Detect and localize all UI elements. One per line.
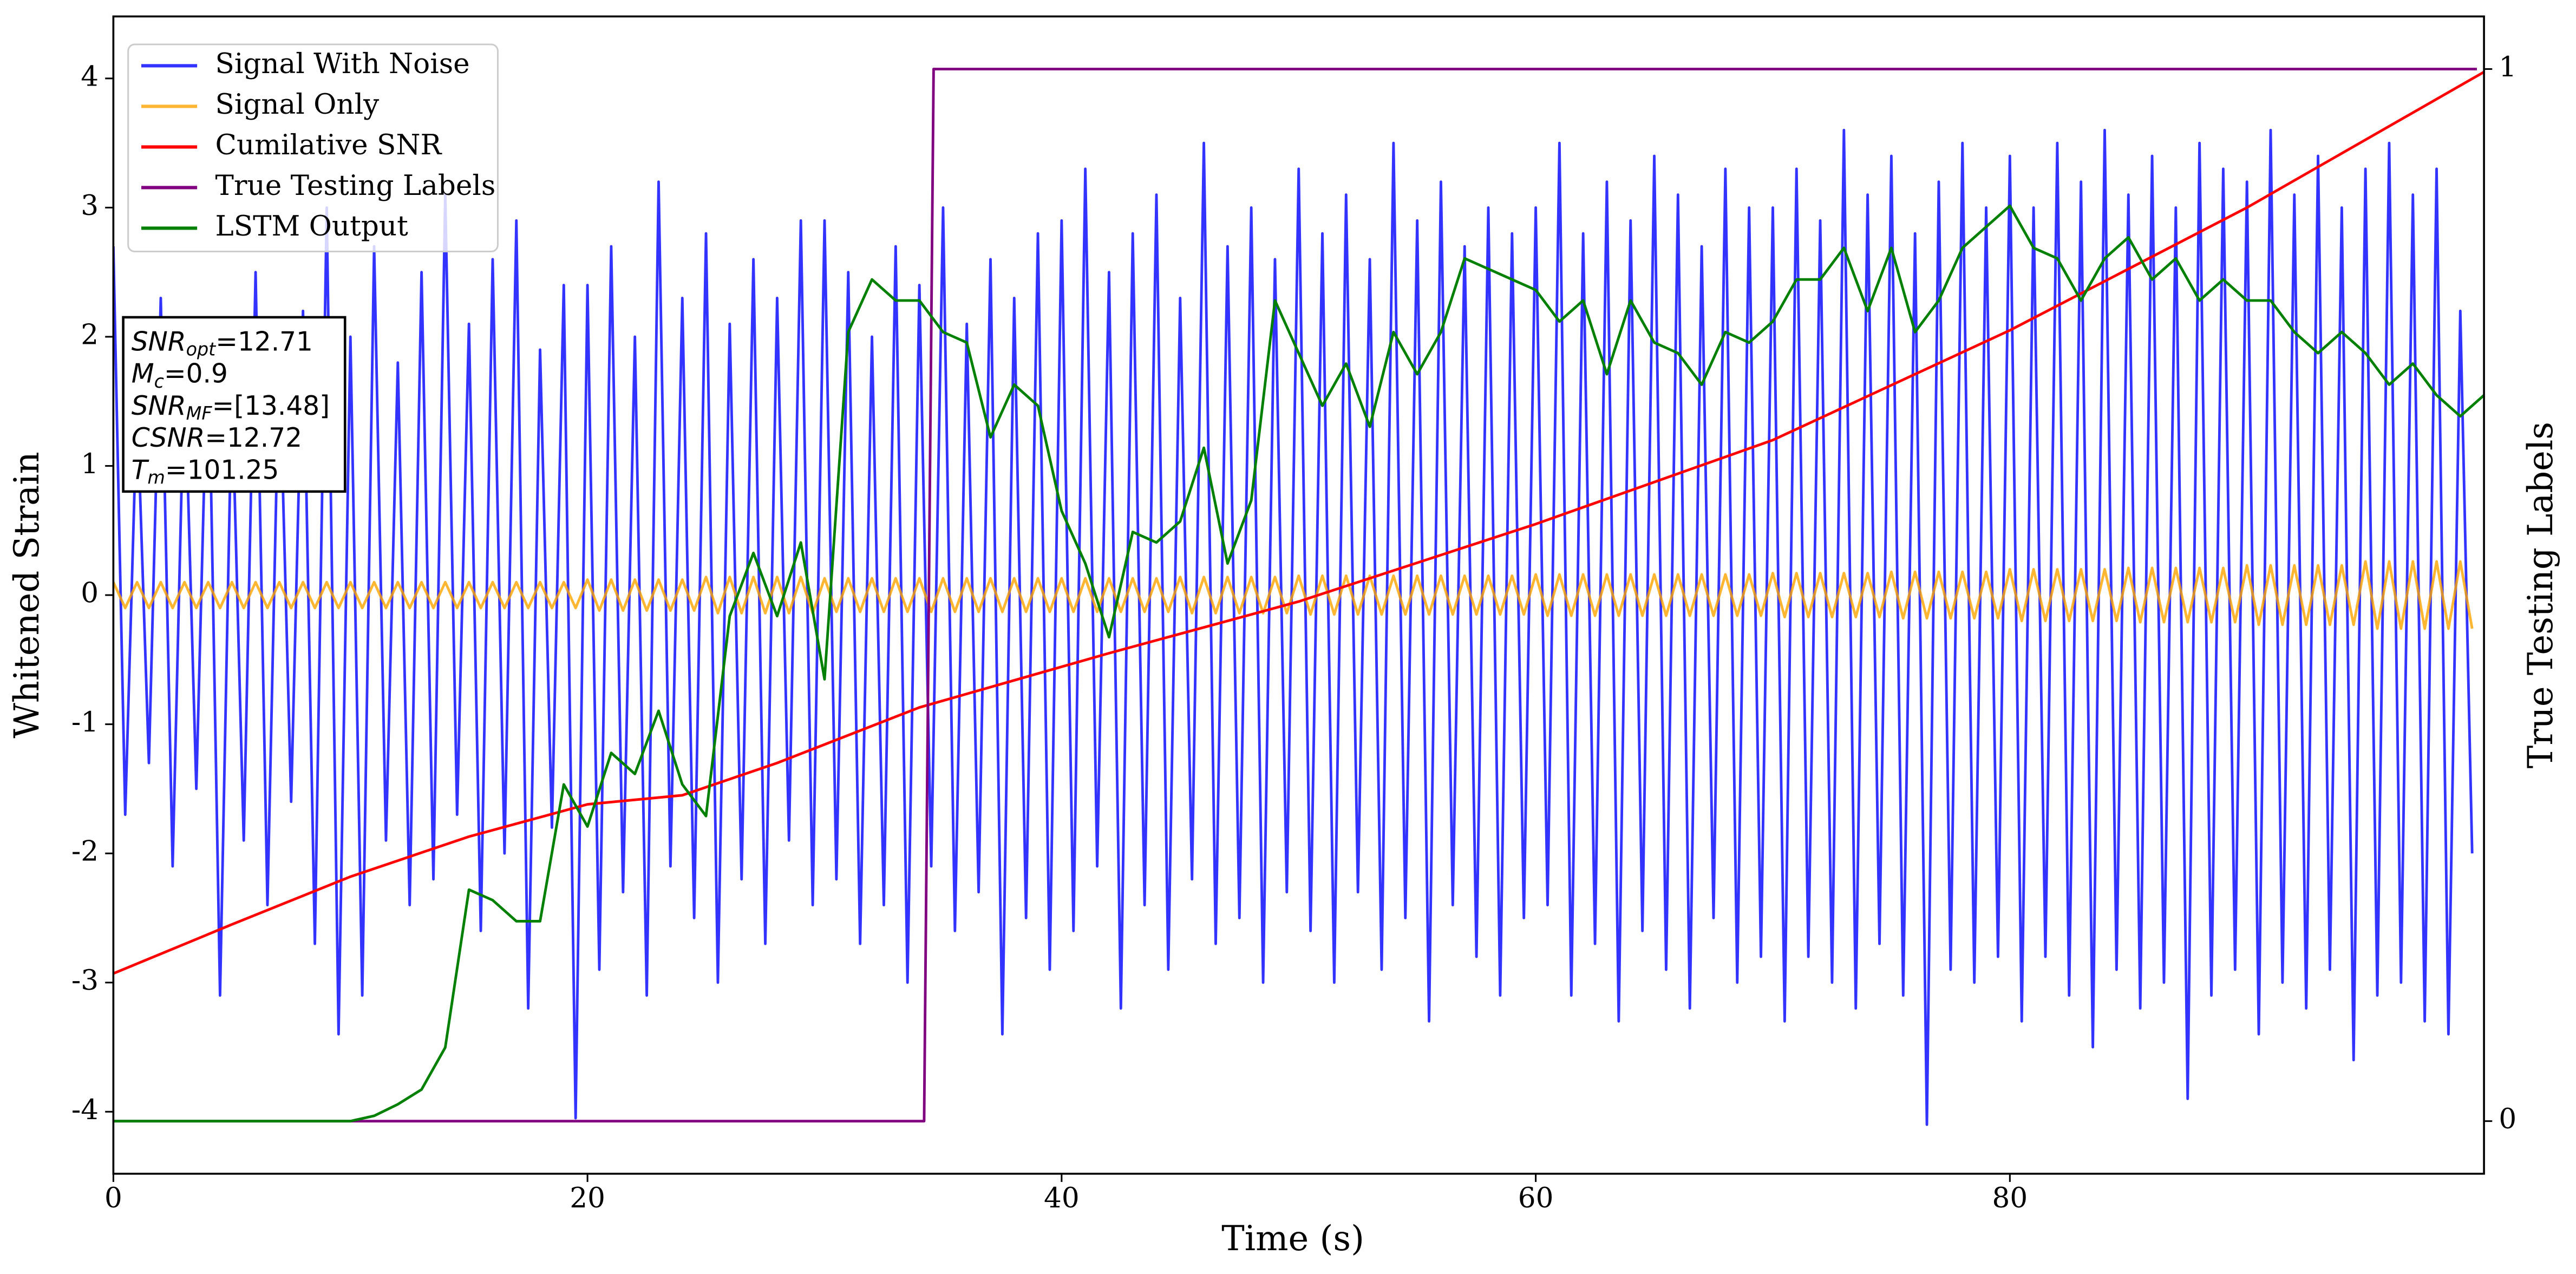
- x-tick-label: 40: [1044, 1182, 1080, 1214]
- y-tick-label: -4: [71, 1094, 99, 1126]
- y-axis-label: Whitened Strain: [7, 452, 47, 738]
- annotation-symbol: M: [132, 359, 154, 389]
- x-tick-label: 80: [1992, 1182, 2028, 1214]
- y-tick-label: -3: [71, 964, 99, 997]
- y2-axis-label: True Testing Labels: [2521, 422, 2561, 768]
- annotation-line: SNRMF=[13.48]: [132, 391, 330, 424]
- y-tick-label: 4: [81, 60, 99, 93]
- plot-area: [113, 68, 2485, 1126]
- legend-label: LSTM Output: [215, 210, 409, 243]
- y-tick-label: 3: [81, 190, 99, 222]
- annotation-subscript: c: [154, 370, 164, 391]
- annotation: SNRopt=12.71Mc=0.9SNRMF=[13.48]CSNR=12.7…: [122, 316, 346, 493]
- y-tick-label: 0: [81, 577, 99, 610]
- annotation-value: =0.9: [164, 359, 228, 389]
- legend: Signal With Noise Signal Only Cumilative S…: [127, 43, 499, 253]
- annotation-subscript: m: [147, 467, 165, 488]
- annotation-value: =101.25: [165, 455, 279, 485]
- x-tick-label: 60: [1518, 1182, 1554, 1214]
- legend-label: True Testing Labels: [215, 169, 496, 202]
- annotation-value: =12.71: [215, 327, 313, 357]
- legend-label: Cumilative SNR: [215, 129, 443, 161]
- y-tick-label: -1: [71, 706, 99, 739]
- annotation-line: Tm=101.25: [132, 455, 279, 488]
- y2-tick-label: 1: [2499, 51, 2516, 83]
- y-tick-label: -2: [71, 835, 99, 868]
- annotation-value: =12.72: [205, 423, 302, 453]
- y-tick-label: 1: [81, 448, 99, 480]
- annotation-symbol: SNR: [132, 391, 186, 421]
- annotation-subscript: opt: [186, 338, 217, 360]
- legend-label: Signal Only: [215, 88, 380, 121]
- annotation-symbol: T: [132, 455, 149, 485]
- y-tick-label: 2: [81, 318, 99, 351]
- x-axis-label: Time (s): [1221, 1219, 1364, 1259]
- series-line: [113, 68, 2477, 1123]
- annotation-subscript: MF: [186, 403, 213, 424]
- annotation-line: Mc=0.9: [132, 359, 228, 392]
- annotation-line: SNRopt=12.71: [132, 327, 313, 360]
- annotation-symbol: SNR: [132, 327, 186, 357]
- legend-box: [127, 43, 499, 253]
- x-tick-label: 0: [104, 1182, 122, 1214]
- series-line: [113, 128, 2474, 1126]
- x-tick-label: 20: [570, 1182, 605, 1214]
- annotation-line: CSNR=12.72: [132, 423, 302, 453]
- y2-tick-label: 0: [2499, 1103, 2516, 1135]
- series-line: [113, 560, 2474, 630]
- series-line: [113, 70, 2485, 975]
- annotation-value: =[13.48]: [212, 391, 330, 421]
- series-line: [113, 204, 2485, 1123]
- legend-label: Signal With Noise: [215, 48, 470, 80]
- annotation-box: [122, 316, 346, 493]
- annotation-symbol: CSNR: [132, 423, 205, 453]
